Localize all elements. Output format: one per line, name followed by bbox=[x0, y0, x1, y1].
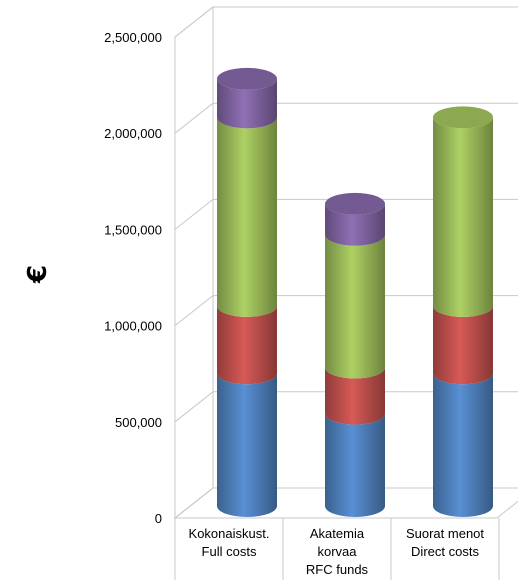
bar-segment bbox=[325, 203, 385, 246]
category-label: Akatemia bbox=[310, 526, 365, 541]
bar-segment bbox=[325, 234, 385, 379]
gridline-side bbox=[174, 199, 214, 230]
gridline-side bbox=[174, 487, 214, 519]
bar-top-cap bbox=[217, 67, 277, 90]
bar-segment bbox=[325, 413, 385, 517]
y-tick-label: 1,500,000 bbox=[104, 222, 162, 237]
bar-segment bbox=[433, 373, 493, 517]
gridline-side bbox=[174, 295, 214, 326]
y-tick-label: 500,000 bbox=[115, 415, 162, 430]
category-label: korvaa bbox=[317, 544, 357, 559]
category-label: Full costs bbox=[202, 544, 257, 559]
bar-top-cap bbox=[433, 106, 493, 129]
bar-stack bbox=[217, 67, 277, 517]
gridline-side bbox=[174, 102, 214, 134]
y-tick-labels: 0 500,000 1,000,000 1,500,000 2,000,000 2,500… bbox=[104, 30, 162, 526]
y-tick-label: 2,000,000 bbox=[104, 126, 162, 141]
bar-segment bbox=[217, 373, 277, 517]
category-label: Direct costs bbox=[411, 544, 479, 559]
bars-group bbox=[217, 67, 493, 517]
bar-segment bbox=[433, 117, 493, 317]
category-label: Suorat menot bbox=[406, 526, 484, 541]
y-tick-label: 0 bbox=[155, 511, 162, 526]
bar-segment bbox=[217, 305, 277, 385]
bar-segment bbox=[217, 117, 277, 317]
category-label: Kokonaiskust. bbox=[189, 526, 270, 541]
category-labels: Kokonaiskust. Full costs Akatemia korvaa RFC… bbox=[174, 518, 500, 580]
y-axis-label: € bbox=[23, 265, 53, 284]
gridline-side bbox=[174, 6, 214, 38]
bar-stack bbox=[325, 192, 385, 517]
bar-stack bbox=[433, 106, 493, 517]
bar-segment bbox=[217, 78, 277, 129]
y-tick-label: 2,500,000 bbox=[104, 30, 162, 45]
gridline-side bbox=[174, 391, 214, 423]
y-tick-label: 1,000,000 bbox=[104, 319, 162, 334]
left-wall bbox=[174, 5, 214, 520]
bar-segment bbox=[325, 367, 385, 425]
category-label: RFC funds bbox=[306, 562, 369, 577]
bar-top-cap bbox=[325, 192, 385, 215]
bar-segment bbox=[433, 305, 493, 385]
